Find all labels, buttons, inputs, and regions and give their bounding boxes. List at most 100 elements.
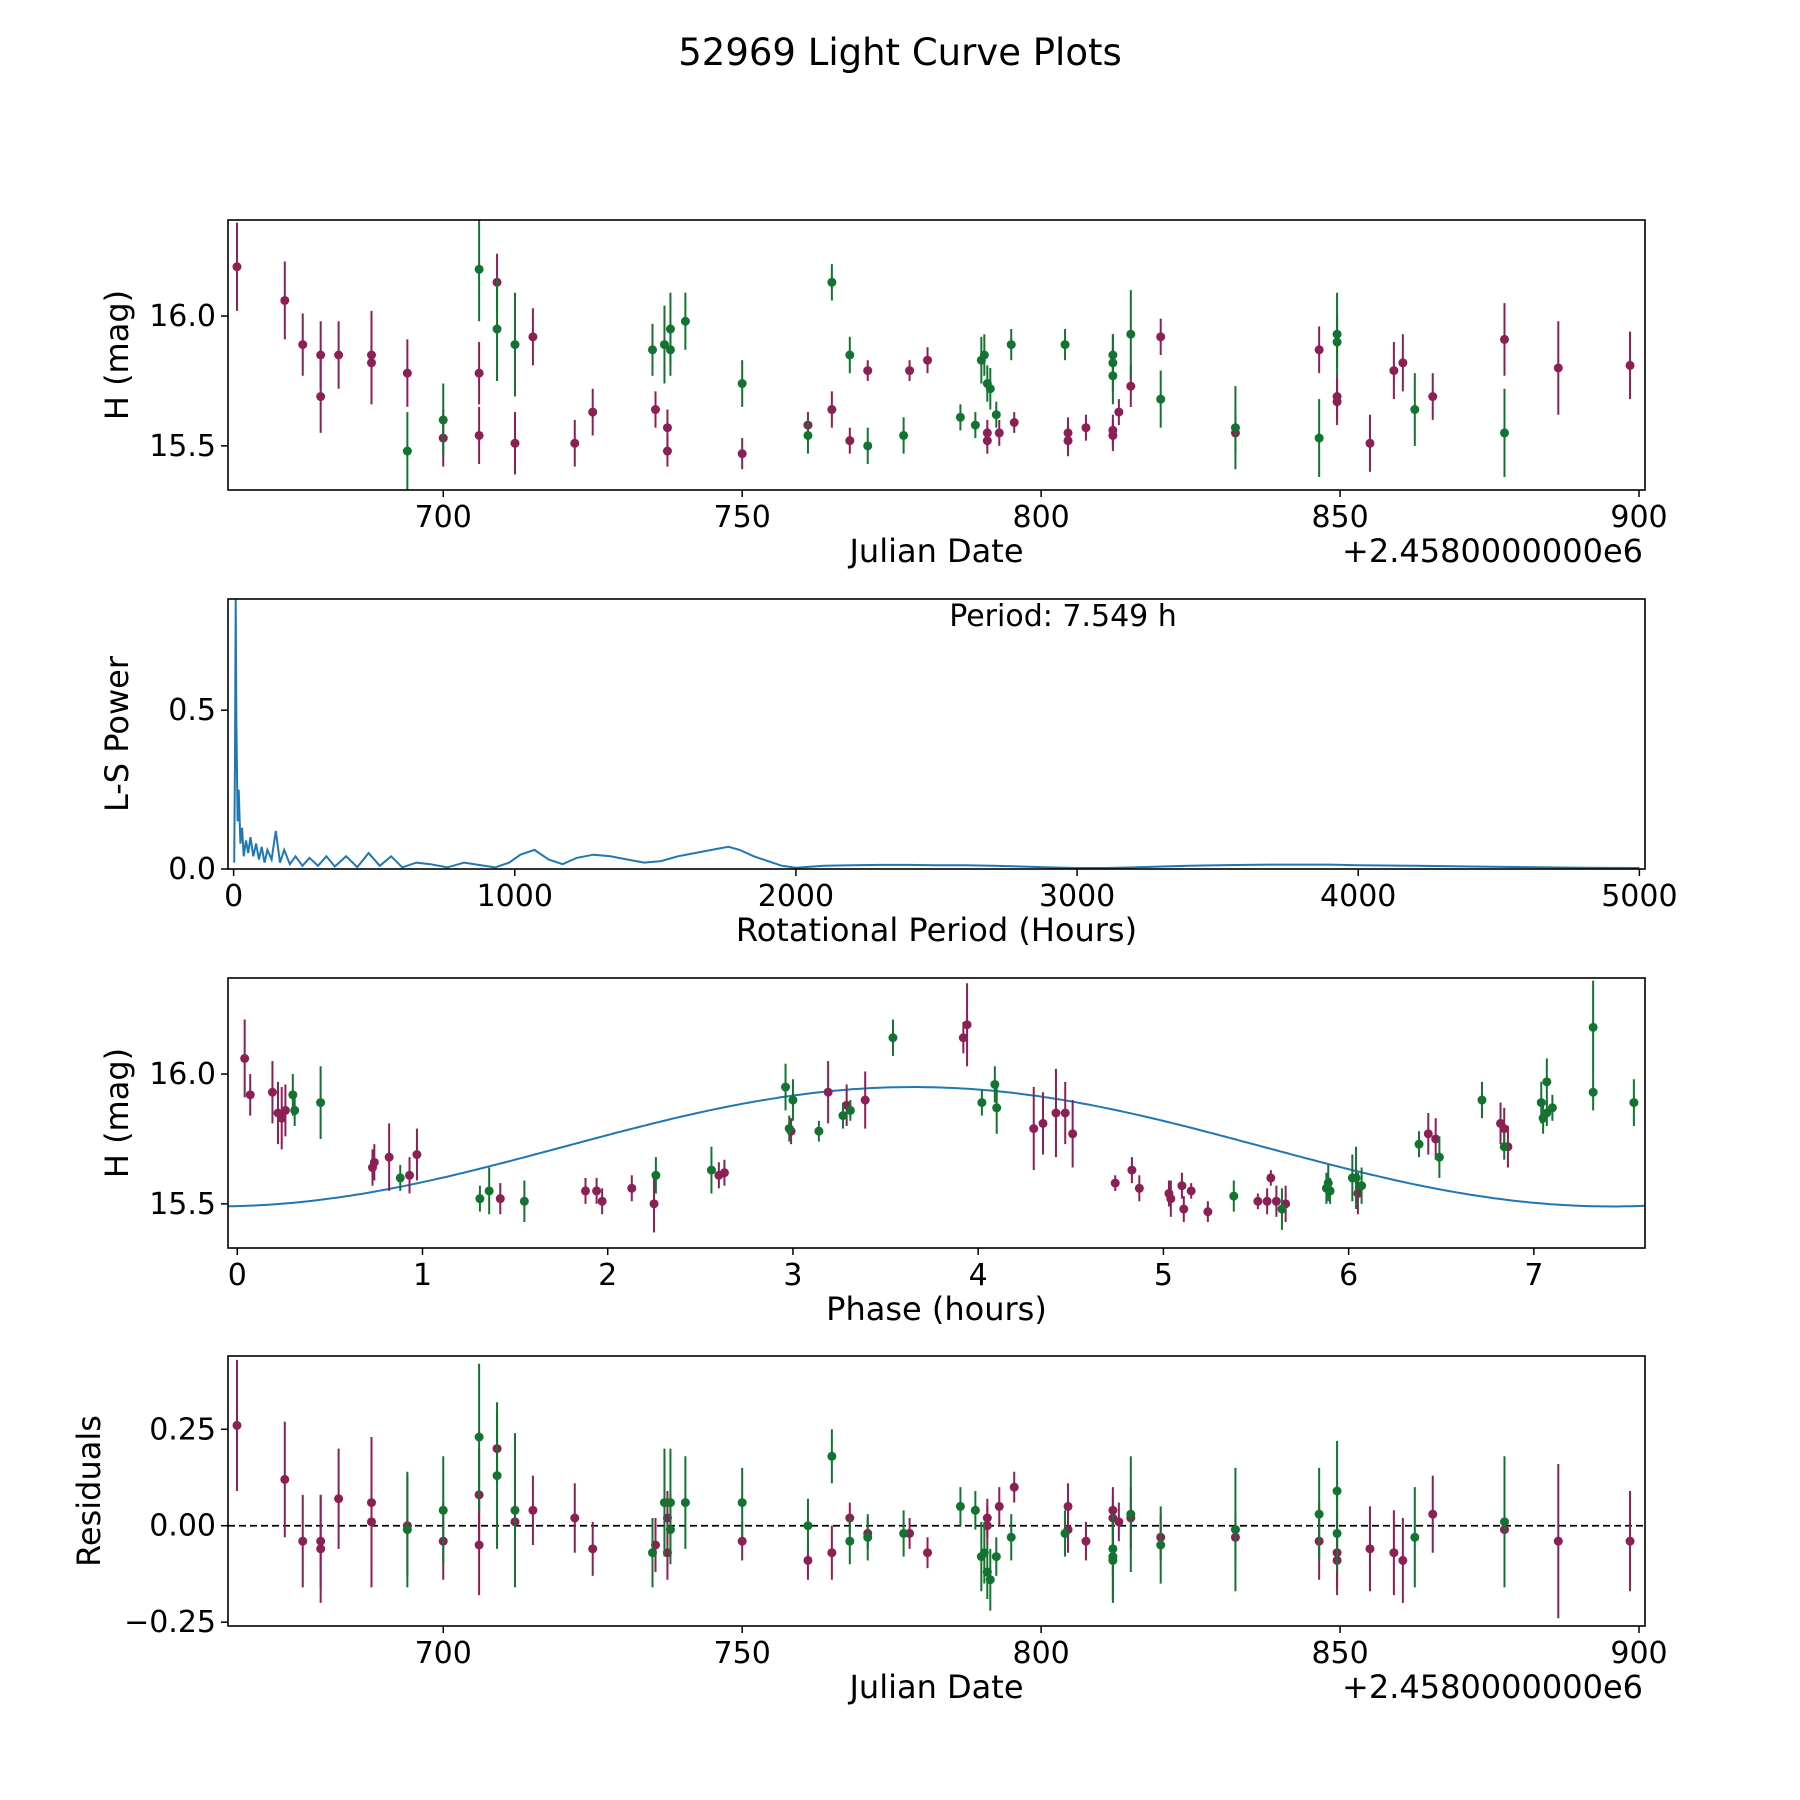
filter-A-data-point: [316, 392, 326, 402]
x-tick-label: 6: [1339, 1258, 1358, 1293]
filter-A-data-point: [1156, 332, 1166, 342]
filter-A-data-point: [298, 340, 308, 350]
filter-B-data-point: [484, 1186, 494, 1196]
x-tick-label: 1000: [477, 879, 553, 914]
filter-B-data-point: [990, 1079, 1000, 1089]
filter-B-data-point: [1060, 1528, 1070, 1538]
filter-A-data-point: [737, 449, 747, 459]
filter-A-data-point: [580, 1186, 590, 1196]
filter-B-data-point: [1314, 1509, 1324, 1519]
filter-A-data-point: [827, 405, 837, 415]
filter-A-data-point: [1398, 358, 1408, 368]
filter-A-data-point: [1108, 425, 1118, 435]
filter-A-data-point: [528, 1505, 538, 1515]
x-tick-label: 3000: [1039, 879, 1115, 914]
filter-A-data-point: [863, 366, 873, 376]
filter-A-data-point: [1114, 1517, 1124, 1527]
filter-A-data-point: [405, 1170, 415, 1180]
filter-A-data-point: [1114, 407, 1124, 417]
filter-A-data-point: [803, 1555, 813, 1565]
filter-B-data-point: [863, 441, 873, 451]
y-axis-label: H (mag): [98, 290, 136, 420]
filter-A-data-point: [280, 295, 290, 305]
filter-A-data-point: [280, 1474, 290, 1484]
filter-B-data-point: [737, 379, 747, 389]
filter-B-data-point: [510, 1505, 520, 1515]
x-axis-label: Julian Date: [847, 532, 1023, 570]
phased-panel: 0 1 2 3 4 5 6 7 15.5 16.0 Phase (hours) H (mag): [98, 977, 1646, 1328]
x-axis-label: Phase (hours): [826, 1290, 1047, 1328]
filter-A-data-point: [474, 1540, 484, 1550]
x-axis-label: Julian Date: [847, 1668, 1023, 1706]
y-tick-label: 0.5: [168, 693, 216, 728]
filter-A-data-point: [1134, 1183, 1144, 1193]
filter-B-data-point: [1126, 329, 1136, 339]
filter-B-data-point: [648, 345, 658, 355]
filter-B-data-point: [788, 1095, 798, 1105]
residuals-panel: 700 750 800 850 900 −0.25 0.00 0.25 Julian Date R…: [70, 1355, 1668, 1706]
filter-B-data-point: [845, 1536, 855, 1546]
filter-A-data-point: [1314, 345, 1324, 355]
y-axis-label: L-S Power: [98, 655, 136, 812]
filter-A-data-point: [1625, 360, 1635, 370]
filter-A-data-point: [232, 1420, 242, 1430]
filter-A-data-point: [298, 1536, 308, 1546]
x-tick-label: 7: [1524, 1258, 1543, 1293]
filter-B-data-point: [438, 1505, 448, 1515]
filter-A-data-point: [334, 1494, 344, 1504]
filter-A-data-point: [1428, 1509, 1438, 1519]
filter-A-data-point: [1262, 1196, 1272, 1206]
filter-A-data-point: [662, 423, 672, 433]
filter-B-data-point: [1536, 1098, 1546, 1108]
filter-B-data-point: [1357, 1181, 1367, 1191]
filter-B-data-point: [1006, 340, 1016, 350]
x-tick-label: 4: [969, 1258, 988, 1293]
filter-A-data-point: [827, 1548, 837, 1558]
filter-A-data-point: [280, 1105, 290, 1115]
filter-A-data-point: [1009, 1482, 1019, 1492]
filter-A-data-point: [958, 1033, 968, 1043]
filter-B-data-point: [827, 277, 837, 287]
filter-A-data-point: [316, 350, 326, 360]
filter-B-data-point: [1588, 1087, 1598, 1097]
axes-frame: [227, 1355, 1646, 1627]
filter-A-data-point: [570, 438, 580, 448]
filter-B-data-point: [979, 350, 989, 360]
filter-B-data-point: [1434, 1152, 1444, 1162]
filter-B-data-point: [803, 1521, 813, 1531]
filter-A-data-point: [1553, 1536, 1563, 1546]
x-tick-label: 0: [228, 1258, 247, 1293]
x-tick-label: 800: [1012, 1636, 1069, 1671]
filter-B-data-point: [1156, 394, 1166, 404]
filter-A-data-point: [1127, 1165, 1137, 1175]
filter-B-data-point: [803, 430, 813, 440]
filter-A-data-point: [1038, 1118, 1048, 1128]
filter-B-data-point: [991, 410, 1001, 420]
filter-B-data-point: [1629, 1098, 1639, 1108]
filter-A-data-point: [923, 1548, 933, 1558]
filter-A-data-point: [1499, 1124, 1509, 1134]
filter-A-data-point: [366, 358, 376, 368]
filter-A-data-point: [823, 1087, 833, 1097]
filter-B-data-point: [519, 1196, 529, 1206]
filter-A-data-point: [1126, 381, 1136, 391]
filter-B-data-point: [438, 415, 448, 425]
y-tick-label: 0.0: [168, 852, 216, 887]
filter-B-data-point: [648, 1548, 658, 1558]
filter-B-data-point: [1006, 1532, 1016, 1542]
filter-B-data-point: [651, 1170, 661, 1180]
filter-B-data-point: [1108, 371, 1118, 381]
filter-B-data-point: [1588, 1022, 1598, 1032]
filter-B-data-point: [659, 340, 669, 350]
filter-B-data-point: [510, 340, 520, 350]
filter-B-data-point: [838, 1111, 848, 1121]
filter-B-data-point: [985, 1575, 995, 1585]
filter-B-data-point: [955, 1501, 965, 1511]
filter-A-data-point: [1051, 1108, 1061, 1118]
filter-B-data-point: [1547, 1103, 1557, 1113]
x-tick-label: 900: [1610, 500, 1667, 535]
x-tick-label: 700: [415, 500, 472, 535]
x-tick-label: 5: [1154, 1258, 1173, 1293]
filter-A-data-point: [232, 262, 242, 272]
